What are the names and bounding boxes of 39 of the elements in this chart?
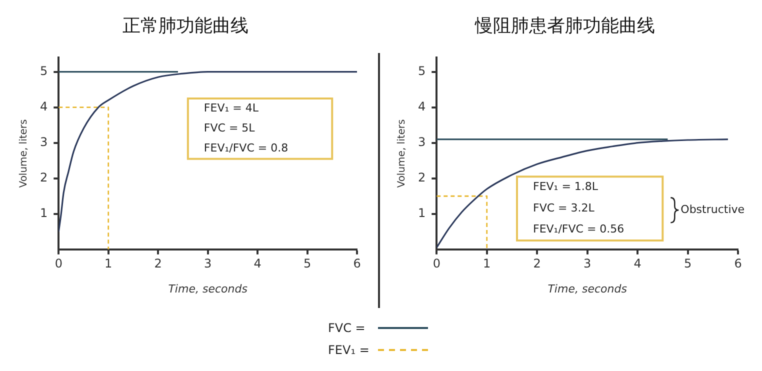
annotation: FVC = 3.2L [533,201,596,214]
x-tick-label: 2 [154,256,162,271]
legend-label: FVC = [328,321,366,335]
y-tick-label: 5 [418,64,426,78]
y-tick-label: 4 [418,99,426,114]
legend-label: FEV₁ = [328,343,370,357]
x-tick-label: 3 [204,256,212,271]
y-tick-label: 5 [40,64,48,78]
x-tick-label: 0 [432,256,440,271]
x-axis-title: Time, seconds [168,282,248,296]
y-axis-title: Volume, liters [396,119,408,188]
y-tick-label: 3 [418,134,426,149]
y-tick-label: 3 [40,134,48,149]
x-tick-label: 5 [684,256,692,271]
x-tick-label: 0 [54,256,62,271]
y-tick-label: 2 [418,170,426,184]
x-tick-label: 4 [254,256,262,271]
y-tick-label: 1 [418,206,426,220]
x-tick-label: 2 [533,256,541,271]
annotation: FVC = 5L [204,121,256,134]
y-tick-label: 4 [40,99,48,114]
x-tick-label: 4 [634,256,642,271]
annotation: FEV₁ = 4L [204,101,260,114]
annotation: Obstructive [680,203,745,216]
x-tick-label: 5 [303,256,312,271]
x-tick-label: 6 [734,256,742,271]
chart-title: 正常肺功能曲线 [122,15,248,36]
x-tick-label: 6 [353,256,361,271]
y-axis-title: Volume, liters [18,119,30,188]
x-tick-label: 3 [583,256,592,271]
annotation: FEV₁ = 1.8L [533,180,599,194]
chart-title: 慢阻肺患者肺功能曲线 [474,15,655,36]
y-tick-label: 1 [40,206,48,220]
x-axis-title: Time, seconds [548,282,628,296]
x-tick-label: 1 [483,256,491,271]
x-tick-label: 1 [104,256,112,271]
annotation: FEV₁/FVC = 0.56 [533,222,624,236]
y-tick-label: 2 [40,170,48,184]
annotation: FEV₁/FVC = 0.8 [204,142,288,155]
